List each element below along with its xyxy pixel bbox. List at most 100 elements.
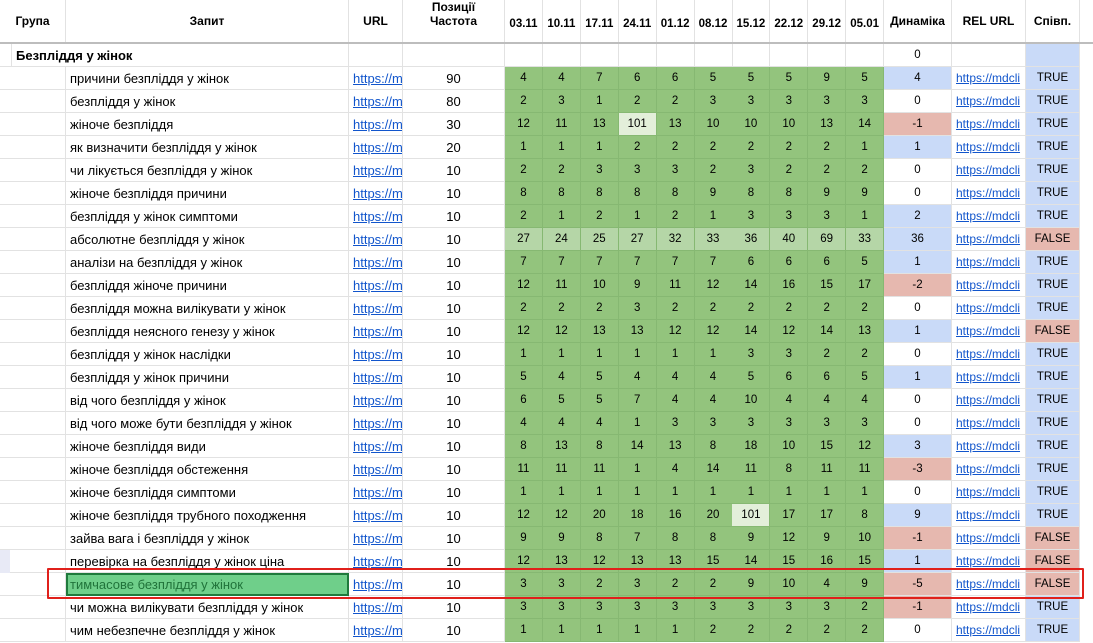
frequency-cell[interactable]: 10 — [403, 619, 505, 642]
rel-url-link[interactable]: https://mdcli — [952, 251, 1026, 274]
position-cell[interactable]: 8 — [505, 435, 543, 458]
position-cell[interactable]: 1 — [846, 205, 885, 228]
header-date-01.12[interactable]: 01.12 — [657, 0, 695, 42]
position-cell[interactable]: 6 — [808, 251, 847, 274]
position-cell[interactable]: 5 — [770, 67, 809, 90]
position-cell[interactable] — [542, 44, 581, 67]
header-date-08.12[interactable]: 08.12 — [695, 0, 733, 42]
position-cell[interactable]: 13 — [656, 435, 695, 458]
position-cell[interactable]: 1 — [618, 343, 657, 366]
rel-url-link[interactable]: https://mdcli — [952, 343, 1026, 366]
position-cell[interactable]: 2 — [618, 90, 657, 113]
url-link[interactable]: https://m — [349, 90, 403, 113]
frequency-cell[interactable]: 10 — [403, 343, 505, 366]
group-cell[interactable] — [0, 205, 66, 228]
url-link[interactable]: https://m — [349, 228, 403, 251]
position-cell[interactable]: 2 — [505, 159, 543, 182]
query-cell[interactable]: зайва вага і безпліддя у жінок — [66, 527, 349, 550]
query-cell[interactable]: жіноче безпліддя обстеження — [66, 458, 349, 481]
position-cell[interactable]: 3 — [732, 596, 771, 619]
dynamics-cell[interactable]: 0 — [884, 412, 952, 435]
group-cell[interactable] — [0, 435, 66, 458]
position-cell[interactable]: 3 — [656, 412, 695, 435]
url-cell[interactable] — [349, 44, 403, 67]
position-cell[interactable]: 1 — [505, 343, 543, 366]
rel-url-link[interactable]: https://mdcli — [952, 481, 1026, 504]
position-cell[interactable]: 4 — [542, 412, 581, 435]
position-cell[interactable]: 1 — [618, 412, 657, 435]
dynamics-cell[interactable]: -1 — [884, 596, 952, 619]
url-link[interactable]: https://m — [349, 435, 403, 458]
dynamics-cell[interactable]: 9 — [884, 504, 952, 527]
match-cell[interactable]: TRUE — [1026, 435, 1080, 458]
position-cell[interactable]: 1 — [505, 619, 543, 642]
position-cell[interactable]: 8 — [656, 182, 695, 205]
position-cell[interactable]: 9 — [808, 527, 847, 550]
url-link[interactable]: https://m — [349, 412, 403, 435]
group-cell[interactable] — [0, 90, 66, 113]
rel-url-cell[interactable] — [952, 44, 1026, 67]
dynamics-cell[interactable]: 0 — [884, 343, 952, 366]
position-cell[interactable]: 8 — [846, 504, 885, 527]
position-cell[interactable]: 15 — [808, 435, 847, 458]
frequency-cell[interactable]: 10 — [403, 159, 505, 182]
position-cell[interactable]: 17 — [846, 274, 885, 297]
frequency-cell[interactable]: 80 — [403, 90, 505, 113]
position-cell[interactable]: 5 — [580, 389, 619, 412]
match-cell[interactable]: FALSE — [1026, 527, 1080, 550]
position-cell[interactable]: 20 — [694, 504, 733, 527]
header-date-10.11[interactable]: 10.11 — [543, 0, 581, 42]
position-cell[interactable]: 2 — [656, 297, 695, 320]
position-cell[interactable]: 4 — [505, 67, 543, 90]
position-cell[interactable]: 2 — [542, 159, 581, 182]
url-link[interactable]: https://m — [349, 527, 403, 550]
group-cell[interactable] — [0, 458, 66, 481]
match-cell[interactable]: TRUE — [1026, 596, 1080, 619]
position-cell[interactable]: 1 — [618, 205, 657, 228]
dynamics-cell[interactable]: 0 — [884, 619, 952, 642]
header-dynamics[interactable]: Динаміка — [884, 0, 952, 42]
url-link[interactable]: https://m — [349, 297, 403, 320]
group-cell[interactable] — [0, 527, 66, 550]
position-cell[interactable]: 27 — [505, 228, 543, 251]
position-cell[interactable]: 6 — [656, 67, 695, 90]
position-cell[interactable]: 1 — [580, 343, 619, 366]
table-row[interactable]: від чого може бути безпліддя у жінок http… — [0, 412, 1093, 435]
position-cell[interactable]: 3 — [656, 159, 695, 182]
position-cell[interactable]: 1 — [732, 481, 771, 504]
position-cell[interactable]: 8 — [542, 182, 581, 205]
position-cell[interactable]: 4 — [808, 389, 847, 412]
position-cell[interactable]: 14 — [808, 320, 847, 343]
position-cell[interactable]: 1 — [694, 343, 733, 366]
position-cell[interactable]: 3 — [618, 573, 657, 596]
group-row[interactable]: Безпліддя у жінок 0 — [0, 44, 1093, 67]
position-cell[interactable]: 1 — [580, 90, 619, 113]
dynamics-cell[interactable]: 36 — [884, 228, 952, 251]
match-cell[interactable]: TRUE — [1026, 297, 1080, 320]
position-cell[interactable]: 2 — [542, 297, 581, 320]
dynamics-cell[interactable]: 0 — [884, 389, 952, 412]
position-cell[interactable]: 3 — [770, 412, 809, 435]
position-cell[interactable]: 2 — [808, 343, 847, 366]
position-cell[interactable]: 2 — [656, 573, 695, 596]
position-cell[interactable]: 14 — [846, 113, 885, 136]
position-cell[interactable]: 5 — [580, 366, 619, 389]
position-cell[interactable]: 5 — [732, 366, 771, 389]
dynamics-cell[interactable]: 0 — [884, 159, 952, 182]
table-row[interactable]: жіноче безпліддя симптоми https://m 10 1 1 1 1… — [0, 481, 1093, 504]
position-cell[interactable]: 7 — [505, 251, 543, 274]
dynamics-cell[interactable]: -1 — [884, 527, 952, 550]
position-cell[interactable]: 4 — [656, 389, 695, 412]
position-cell[interactable]: 8 — [505, 182, 543, 205]
rel-url-link[interactable]: https://mdcli — [952, 113, 1026, 136]
position-cell[interactable]: 14 — [732, 550, 771, 573]
url-link[interactable]: https://m — [349, 366, 403, 389]
table-row[interactable]: жіноче безпліддя види https://m 10 8 13 8 14 13… — [0, 435, 1093, 458]
position-cell[interactable]: 8 — [580, 435, 619, 458]
position-cell[interactable]: 9 — [808, 67, 847, 90]
query-cell[interactable]: жіноче безпліддя трубного походження — [66, 504, 349, 527]
position-cell[interactable]: 3 — [732, 412, 771, 435]
group-cell[interactable] — [0, 228, 66, 251]
position-cell[interactable]: 2 — [846, 159, 885, 182]
frequency-cell[interactable]: 10 — [403, 458, 505, 481]
